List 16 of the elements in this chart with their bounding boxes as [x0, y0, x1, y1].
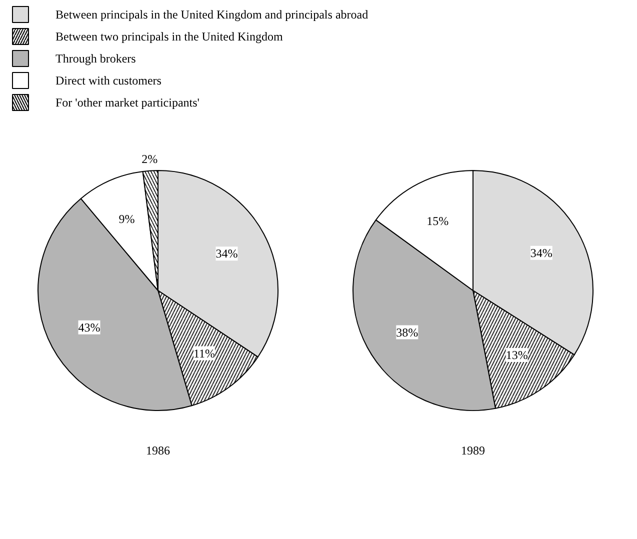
- data-label: 38%: [396, 325, 418, 340]
- data-label: 11%: [193, 346, 216, 360]
- data-label: 2%: [142, 152, 158, 166]
- legend-label: Between principals in the United Kingdom and principals abroad: [56, 8, 368, 22]
- data-label: 43%: [78, 320, 100, 334]
- legend-label: For 'other market participants': [56, 96, 200, 110]
- legend-label: Direct with customers: [56, 74, 162, 88]
- legend-label: Through brokers: [56, 52, 136, 66]
- data-label: 13%: [506, 348, 528, 362]
- data-label: 15%: [426, 214, 449, 228]
- text: 1986: [146, 444, 170, 458]
- text: 1989: [461, 444, 485, 458]
- data-label: 34%: [216, 246, 238, 261]
- data-label: 9%: [118, 212, 135, 226]
- data-label: 34%: [530, 246, 552, 260]
- legend-label: Between two principals in the United Kingdom: [56, 30, 284, 44]
